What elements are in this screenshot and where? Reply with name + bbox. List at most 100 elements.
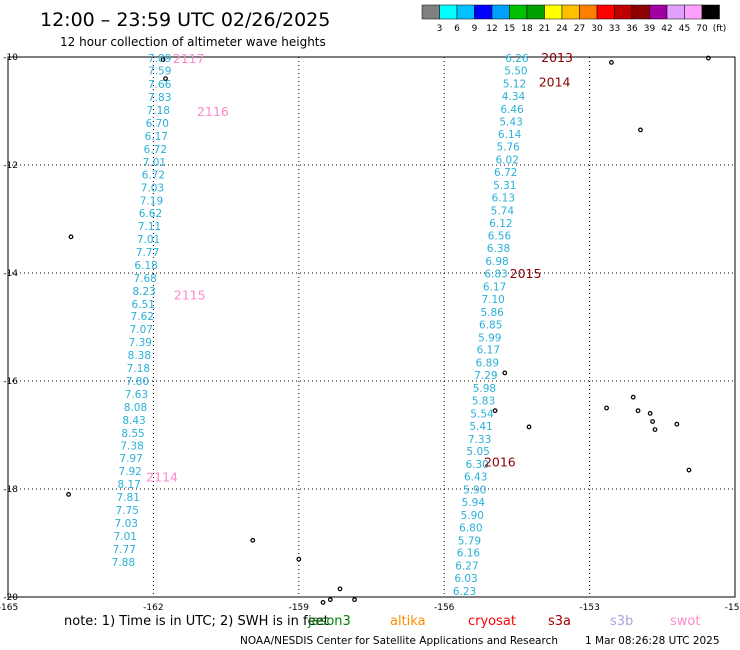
islands — [66, 55, 711, 605]
island — [502, 370, 508, 376]
wave-height-label: 7.97 — [119, 453, 142, 465]
colorbar-label: 70 — [696, 24, 708, 34]
island — [337, 586, 343, 592]
colorbar-swatch — [544, 4, 563, 20]
island — [604, 405, 609, 411]
island — [352, 597, 357, 603]
wave-height-label: 7.18 — [147, 105, 170, 117]
colorbar: 3 6 9 12 15 18 21 24 27 30 33 36 39 42 45 70 (ft) — [421, 4, 727, 34]
colorbar-label: 24 — [556, 24, 568, 34]
wave-height-label: 5.05 — [466, 446, 489, 458]
axis-labels: -165 -162 -159 -156 -153 -150 -10 -12 -14 -16 -18 -… — [0, 53, 740, 613]
wave-height-label: 7.92 — [118, 466, 141, 478]
wave-height-label: 6.17 — [477, 345, 500, 357]
wave-height-label: 5.99 — [478, 332, 501, 344]
wave-height-label: 7.63 — [125, 389, 148, 401]
wave-height-label: 7.01 — [137, 234, 160, 246]
colorbar-swatch — [701, 4, 720, 20]
time-label: 2116 — [197, 104, 229, 119]
island — [652, 427, 658, 433]
wave-height-label: 6.02 — [496, 155, 519, 167]
wave-height-label: 7.03 — [141, 183, 164, 195]
wave-height-label: 5.79 — [458, 535, 481, 547]
wave-height-label: 7.81 — [117, 492, 140, 504]
time-label: 2115 — [174, 288, 206, 303]
wave-height-label: 7.68 — [133, 273, 156, 285]
y-tick-label: -20 — [3, 593, 18, 603]
colorbar-swatch — [421, 4, 440, 20]
wave-height-label: 6.72 — [142, 170, 165, 182]
wave-height-label: 7.77 — [136, 247, 159, 259]
satellite-legend-item: s3b — [610, 614, 633, 629]
x-tick-label: -153 — [579, 603, 599, 613]
colorbar-swatch — [631, 4, 650, 20]
wave-height-label: 8.23 — [132, 286, 155, 298]
wave-height-label: 7.33 — [468, 434, 491, 446]
wave-height-label: 8.38 — [128, 350, 151, 362]
track-points: 7.897.597.667.837.186.706.176.727.016.72… — [112, 53, 529, 598]
y-tick-label: -10 — [3, 53, 18, 63]
island — [160, 57, 166, 63]
x-tick-label: -156 — [434, 603, 455, 613]
island — [492, 408, 498, 414]
x-tick-label: -162 — [143, 603, 163, 613]
colorbar-swatch — [649, 4, 668, 20]
wave-height-label: 6.70 — [146, 118, 169, 130]
island — [635, 408, 641, 414]
y-tick-label: -16 — [3, 377, 18, 387]
time-label: 2016 — [484, 454, 516, 469]
colorbar-label: 9 — [472, 24, 478, 34]
wave-height-label: 7.66 — [148, 79, 172, 91]
wave-height-label: 6.62 — [139, 208, 162, 220]
wave-height-label: 6.83 — [484, 269, 507, 281]
colorbar-swatch — [684, 4, 703, 20]
satellite-legend-item: swot — [670, 614, 700, 629]
colorbar-label: 6 — [454, 24, 460, 34]
wave-height-label: 6.72 — [144, 144, 167, 156]
wave-height-label: 5.41 — [469, 421, 492, 433]
wave-height-label: 5.90 — [461, 510, 484, 522]
colorbar-label: 27 — [574, 24, 585, 34]
island — [327, 597, 333, 603]
colorbar-label: (ft) — [713, 24, 727, 34]
wave-height-label: 6.17 — [145, 131, 168, 143]
wave-height-label: 4.34 — [502, 91, 526, 103]
satellite-legend-item: altika — [390, 614, 426, 629]
island — [163, 76, 168, 81]
wave-height-label: 7.01 — [143, 157, 166, 169]
satellite-legend: jason3 altika cryosat s3a s3b swot — [307, 614, 700, 629]
wave-height-label: 6.26 — [505, 53, 529, 65]
colorbar-swatch — [456, 4, 475, 20]
wave-height-label: 8.43 — [122, 415, 145, 427]
colorbar-label: 45 — [679, 24, 690, 34]
wave-height-label: 6.89 — [476, 358, 499, 370]
colorbar-label: 33 — [609, 24, 620, 34]
footer-timestamp: 1 Mar 08:26:28 UTC 2025 — [585, 635, 720, 647]
wave-height-label: 6.43 — [464, 472, 487, 484]
time-label: 2117 — [173, 51, 205, 66]
wave-height-label: 7.07 — [130, 324, 153, 336]
wave-height-label: 5.94 — [462, 497, 486, 509]
wave-height-label: 7.39 — [129, 337, 152, 349]
colorbar-swatch — [614, 4, 633, 20]
island — [320, 600, 326, 605]
wave-height-label: 7.19 — [140, 196, 163, 208]
colorbar-swatch — [439, 4, 458, 20]
island — [686, 467, 692, 473]
wave-height-label: 8.17 — [117, 479, 140, 491]
x-tick-label: -159 — [289, 603, 310, 613]
satellite-legend-item: s3a — [548, 614, 571, 629]
colorbar-label: 39 — [644, 24, 656, 34]
wave-height-label: 5.74 — [491, 205, 515, 217]
plot-frame — [7, 56, 736, 598]
wave-height-label: 6.14 — [498, 129, 522, 141]
wave-height-label: 6.56 — [488, 231, 512, 243]
wave-height-label: 8.08 — [124, 402, 147, 414]
wave-height-label: 6.46 — [500, 104, 524, 116]
colorbar-label: 18 — [521, 24, 533, 34]
colorbar-label: 30 — [591, 24, 603, 34]
wave-height-label: 6.85 — [479, 319, 502, 331]
time-label: 2014 — [539, 74, 571, 89]
wave-height-label: 5.12 — [503, 78, 526, 90]
colorbar-swatch — [666, 4, 685, 20]
